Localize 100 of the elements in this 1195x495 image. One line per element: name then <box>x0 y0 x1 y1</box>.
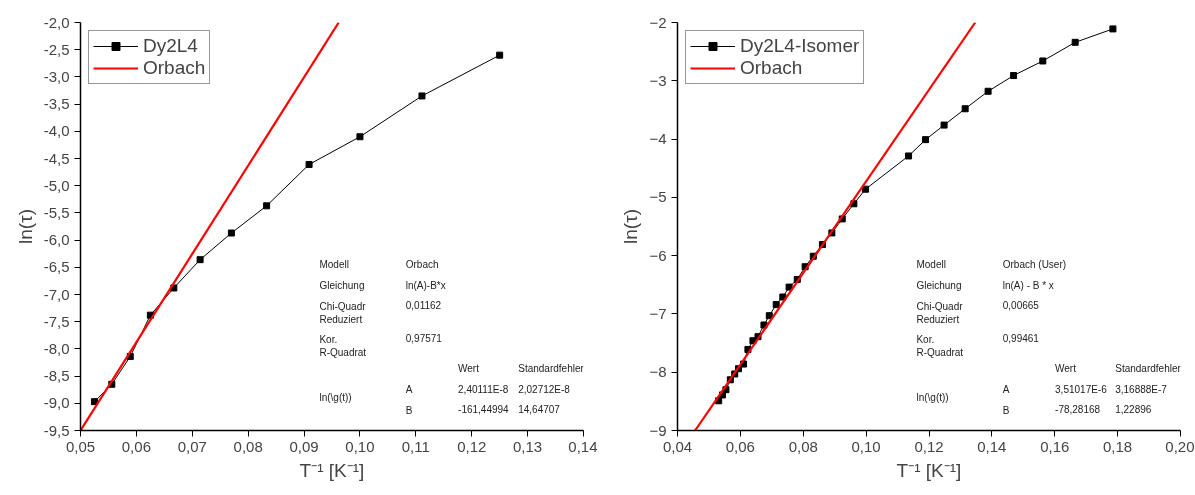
point <box>922 136 930 144</box>
x-tick-label: 0,10 <box>345 437 375 455</box>
x-axis-title: T⁻¹ [K⁻¹] <box>896 459 962 481</box>
x-tick-label: 0,06 <box>121 437 151 455</box>
annotation: B <box>1002 404 1010 416</box>
annotation: Gleichung <box>916 279 962 291</box>
annotation: Standardfehler <box>1115 363 1182 375</box>
annotation: 3,16888E-7 <box>1115 383 1168 395</box>
y-tick-label: -6,5 <box>43 258 70 276</box>
y-tick-label: -5,0 <box>43 176 70 194</box>
point <box>196 256 204 264</box>
point <box>905 152 913 160</box>
y-tick-label: −8 <box>649 363 667 381</box>
y-tick-label: -5,5 <box>43 203 70 221</box>
x-tick-label: 0,13 <box>513 437 543 455</box>
point <box>1010 72 1018 80</box>
annotation: B <box>405 404 413 416</box>
point <box>356 133 364 141</box>
legend-label: Orbach <box>740 57 803 79</box>
y-tick-label: -4,5 <box>43 149 70 167</box>
x-axis-title: T⁻¹ [K⁻¹] <box>299 459 365 481</box>
y-tick-label: −5 <box>649 188 667 206</box>
x-tick-label: 0,08 <box>788 437 818 455</box>
annotation: 3,51017E-6 <box>1055 383 1108 395</box>
y-axis-title: ln(τ) <box>620 209 642 244</box>
x-tick-label: 0,12 <box>457 437 487 455</box>
y-tick-label: -7,0 <box>43 285 70 303</box>
y-tick-label: -7,5 <box>43 312 70 330</box>
y-tick-label: -9,0 <box>43 394 70 412</box>
point <box>418 92 426 100</box>
x-tick-label: 0,14 <box>977 437 1007 455</box>
point <box>785 283 793 291</box>
x-tick-label: 0,18 <box>1103 437 1133 455</box>
point <box>496 51 504 59</box>
y-axis-title: ln(τ) <box>14 209 36 244</box>
annotation: ln(A) - B * x <box>1002 279 1054 291</box>
annotation: Wert <box>458 363 480 375</box>
annotation: Kor. R-Quadrat <box>916 334 964 359</box>
annotation: -78,28168 <box>1055 403 1101 415</box>
annotation: -161,44994 <box>458 403 510 415</box>
y-tick-label: −2 <box>649 13 667 31</box>
annotation: Kor. R-Quadrat <box>319 334 367 359</box>
annotation: Wert <box>1055 363 1077 375</box>
x-tick-label: 0,14 <box>568 437 598 455</box>
annotation: ln(A)-B*x <box>405 279 446 291</box>
point <box>227 229 235 237</box>
y-tick-label: −9 <box>649 421 667 439</box>
annotation: 0,00665 <box>1002 299 1040 311</box>
x-tick-label: 0,05 <box>65 437 96 455</box>
point <box>765 312 773 320</box>
annotation: ln(\g(t)) <box>916 392 949 404</box>
annotation: Gleichung <box>319 279 365 291</box>
annotation: Modell <box>916 259 946 271</box>
annotation: 2,40111E-8 <box>458 383 509 395</box>
annotation: A <box>405 383 413 395</box>
legend-label: Orbach <box>143 57 206 79</box>
annotation: Standardfehler <box>518 363 585 375</box>
annotation: 0,99461 <box>1002 333 1040 345</box>
x-tick-label: 0,04 <box>662 437 693 455</box>
x-tick-label: 0,11 <box>401 437 430 455</box>
annotation: Modell <box>319 259 349 271</box>
y-tick-label: -3,0 <box>43 67 70 85</box>
x-tick-label: 0,08 <box>233 437 263 455</box>
annotation: 14,64707 <box>518 403 561 415</box>
x-tick-label: 0,06 <box>725 437 755 455</box>
annotation: 0,01162 <box>405 299 442 311</box>
y-tick-label: -4,0 <box>43 122 70 140</box>
y-tick-label: -8,5 <box>43 367 70 385</box>
x-tick-label: 0,20 <box>1165 437 1195 455</box>
annotation: Chi-Quadr Reduziert <box>319 300 367 325</box>
legend-label: Dy2L4 <box>143 35 198 57</box>
x-tick-label: 0,10 <box>851 437 881 455</box>
y-tick-label: -6,0 <box>43 231 70 249</box>
y-tick-label: -3,5 <box>43 95 70 113</box>
y-tick-label: −6 <box>649 246 667 264</box>
point <box>940 121 948 129</box>
x-tick-label: 0,07 <box>177 437 207 455</box>
point <box>1071 38 1079 46</box>
y-tick-label: -2,5 <box>43 40 70 58</box>
annotation: Orbach <box>405 259 439 271</box>
annotation: ln(\g(t)) <box>319 392 352 404</box>
point <box>984 87 992 95</box>
point <box>305 160 313 168</box>
point <box>1039 57 1047 65</box>
annotation: Orbach (User) <box>1002 259 1067 271</box>
x-tick-label: 0,12 <box>914 437 944 455</box>
x-tick-label: 0,16 <box>1040 437 1070 455</box>
point <box>772 301 780 309</box>
annotation: 1,22896 <box>1115 403 1152 415</box>
annotation: A <box>1002 383 1010 395</box>
legend-label: Dy2L4-Isomer <box>740 35 860 57</box>
point <box>961 105 969 113</box>
annotation: 0,97571 <box>405 333 443 345</box>
y-tick-label: -8,0 <box>43 339 70 357</box>
y-tick-label: −4 <box>649 130 667 148</box>
point <box>263 202 271 210</box>
x-tick-label: 0,09 <box>289 437 319 455</box>
point <box>862 185 869 193</box>
annotation: 2,02712E-8 <box>518 383 571 395</box>
y-tick-label: −3 <box>649 71 667 89</box>
